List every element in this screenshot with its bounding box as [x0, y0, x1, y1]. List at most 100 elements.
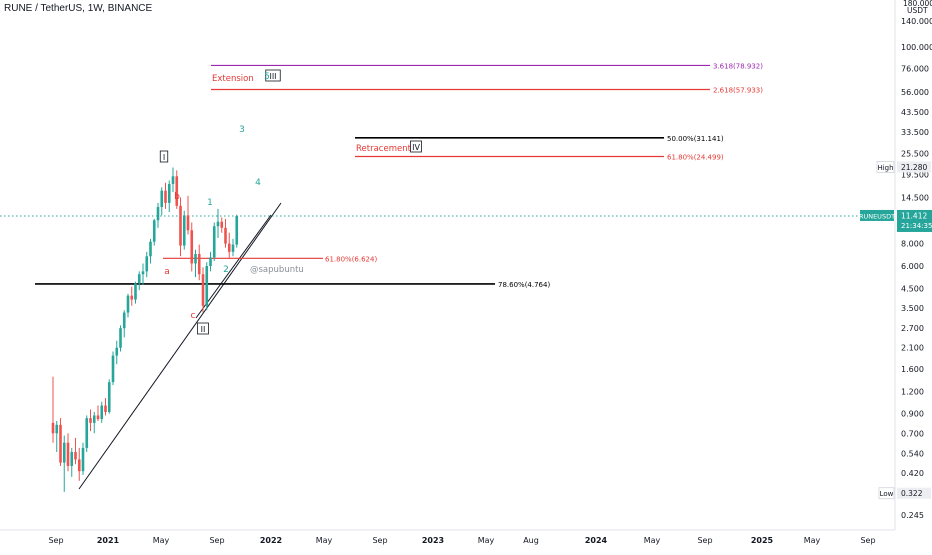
candle: [122, 310, 126, 338]
fib-level-label: 3.618(78.932): [713, 62, 763, 70]
candle-body: [149, 241, 152, 257]
y-tick-label: 0.420: [901, 469, 924, 478]
watermark: @sapubuntu: [250, 265, 304, 275]
candle-body: [231, 244, 235, 252]
current-price-label: RUNEUSDT 11.412 21:34:35: [859, 209, 932, 232]
y-tick-label: 43.500: [901, 108, 929, 117]
candle-body: [115, 347, 119, 356]
x-tick-label: Sep: [372, 536, 387, 545]
wave-label-c: c: [191, 311, 196, 321]
candle: [231, 238, 235, 257]
wave-label-I: I: [159, 150, 169, 163]
candle-body: [171, 176, 175, 185]
candle: [160, 187, 164, 216]
candle: [227, 232, 231, 259]
x-tick-label: May: [153, 536, 170, 545]
y-tick-label: 1.600: [901, 365, 924, 374]
y-tick-label: 2.100: [901, 344, 924, 353]
candle: [141, 263, 145, 286]
candle: [190, 222, 194, 272]
candle: [70, 447, 74, 477]
high-value-box: [897, 161, 931, 173]
candle-body: [119, 328, 122, 348]
candle: [62, 435, 66, 492]
candle-body: [96, 415, 100, 420]
candles: [51, 167, 239, 492]
candle-body: [164, 190, 167, 203]
current-value-text: 11.412: [901, 211, 927, 220]
candle-body: [175, 176, 179, 206]
candle-body: [197, 254, 201, 275]
candle-body: [227, 243, 231, 252]
candle-body: [134, 283, 137, 300]
candle-body: [160, 190, 164, 208]
candle: [201, 267, 205, 313]
chart-title: RUNE / TetherUS, 1W, BINANCE: [4, 3, 153, 14]
candle-body: [55, 424, 59, 434]
candle-body: [85, 418, 89, 448]
candle-body: [92, 415, 96, 423]
y-axis-top-label: 180.000: [903, 0, 932, 8]
candle: [212, 222, 216, 261]
y-tick-label: 3.500: [901, 304, 924, 313]
candle-body: [51, 422, 55, 434]
candle-body: [152, 220, 156, 242]
candle-body: [89, 418, 92, 423]
high-tag-text: High: [877, 164, 893, 172]
countdown-text: 21:34:35: [901, 222, 932, 230]
candle: [194, 249, 197, 278]
wave-label-b: b: [174, 192, 180, 202]
candle: [175, 170, 179, 209]
wave-label-text: II: [201, 325, 206, 334]
x-axis[interactable]: Sep 2021 May Sep 2022 May Sep 2023 May Aug 2024 May…: [48, 536, 875, 545]
candle: [197, 244, 201, 281]
candle: [152, 218, 156, 246]
candle: [209, 251, 212, 272]
y-tick-label: 4.500: [901, 284, 924, 293]
high-price-label: High 21.280: [876, 161, 931, 173]
symbol-tag-text: RUNEUSDT: [859, 212, 895, 220]
extension-label: Extension: [212, 74, 254, 84]
wave-label-1: 1: [207, 198, 213, 208]
wave-label-5: 5: [264, 72, 270, 82]
candle: [107, 379, 111, 414]
candle: [77, 447, 81, 481]
wave-label-text: I: [163, 153, 165, 162]
candle-body: [59, 424, 62, 463]
low-value-text: 0.322: [901, 489, 923, 498]
x-tick-label: 2023: [422, 536, 444, 545]
x-tick-label: Sep: [48, 536, 63, 545]
wave-label-II: II: [197, 322, 209, 335]
candle-body: [66, 442, 70, 466]
candle: [171, 167, 175, 193]
x-tick-label: 2021: [97, 536, 120, 545]
candle: [100, 401, 104, 423]
candle-body: [182, 215, 186, 246]
candle: [104, 398, 107, 416]
x-tick-label: 2024: [585, 536, 608, 545]
candle-body: [201, 274, 205, 306]
x-tick-label: May: [644, 536, 661, 545]
wave-label-box: [410, 140, 422, 153]
candle: [119, 325, 122, 352]
candle-body: [122, 312, 126, 329]
candle-body: [205, 266, 209, 306]
fib-level-label: 50.00%(31.141): [667, 135, 724, 143]
x-tick-label: Sep: [209, 536, 224, 545]
x-tick-label: May: [478, 536, 495, 545]
x-tick-label: 2022: [260, 536, 282, 545]
candle: [205, 262, 209, 311]
candle-body: [190, 230, 194, 264]
candle: [130, 286, 134, 306]
candle-body: [156, 207, 160, 221]
annotations: ExtensionRetracementIIIIIIIV53412abc@sap…: [159, 69, 422, 335]
candle: [164, 182, 167, 209]
candle-body: [107, 382, 111, 412]
low-value-box: [897, 487, 931, 499]
candle: [92, 411, 96, 434]
candle-body: [104, 405, 107, 412]
candle-body: [209, 257, 212, 267]
wave-label-4: 4: [255, 178, 261, 188]
y-tick-label: 25.500: [901, 149, 929, 158]
